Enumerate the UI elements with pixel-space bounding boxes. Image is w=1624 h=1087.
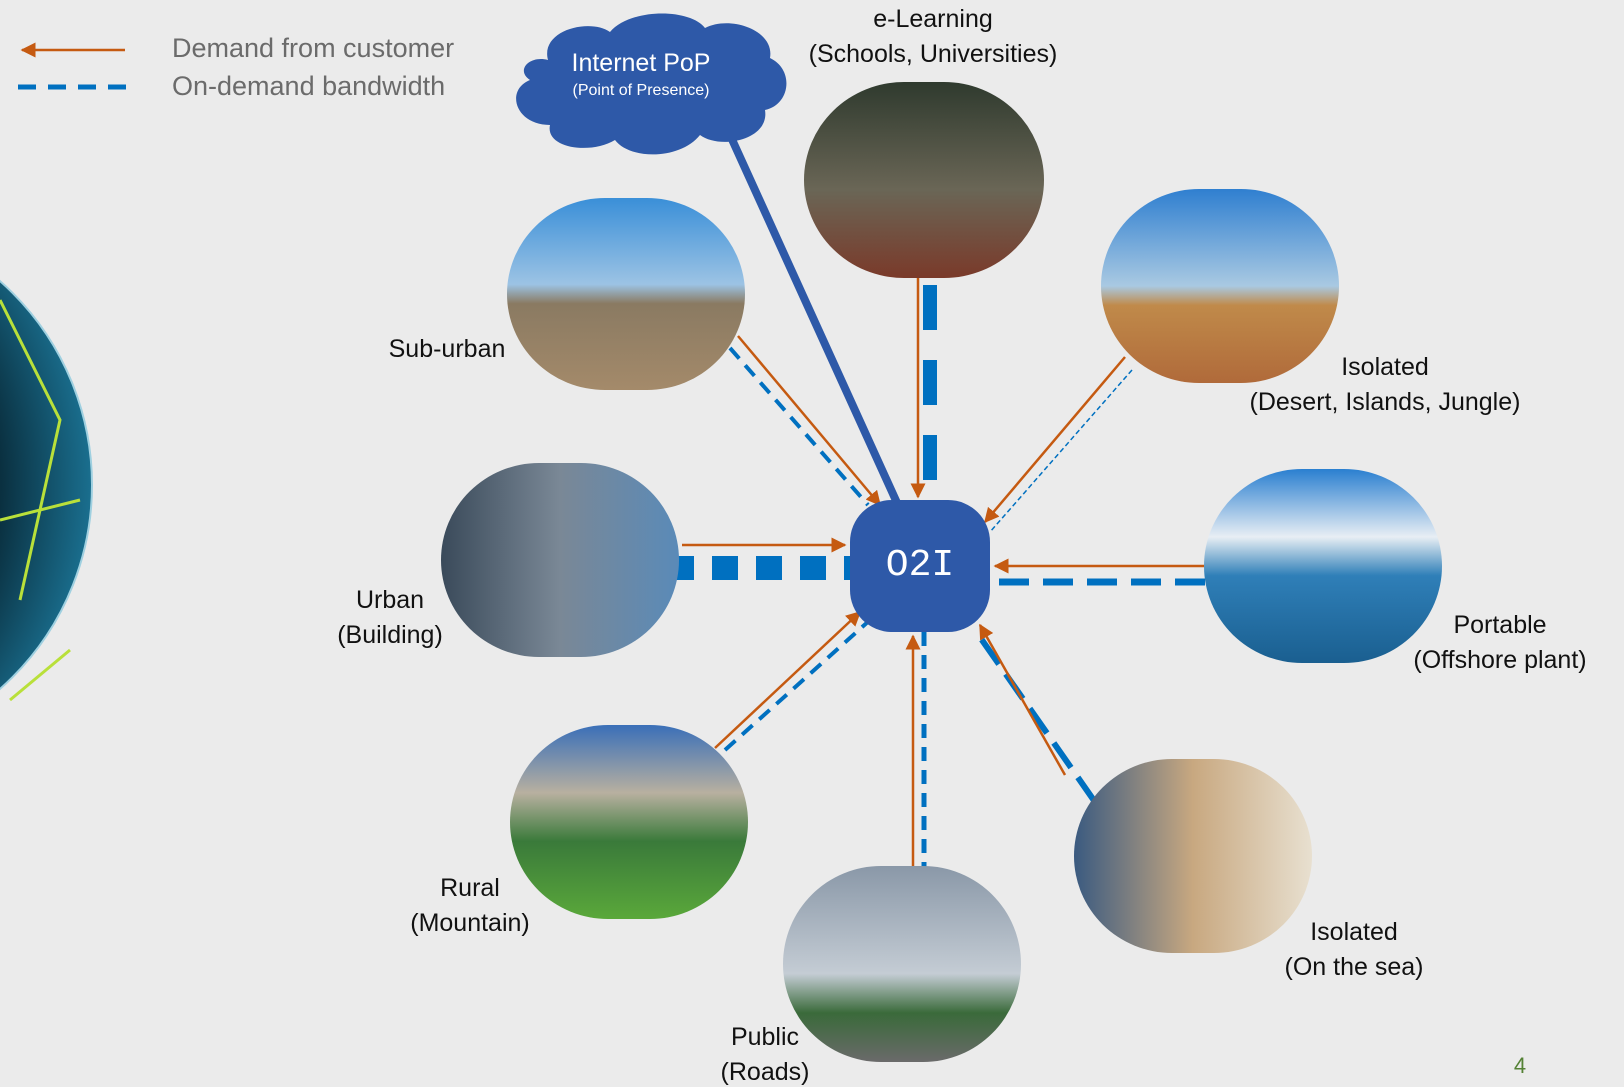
cloud-subtitle: (Point of Presence) <box>573 82 710 99</box>
node-label: Isolated <box>1341 353 1429 381</box>
node-label: Sub-urban <box>389 335 506 363</box>
legend-label: On-demand bandwidth <box>172 71 445 101</box>
node-sublabel: (On the sea) <box>1285 953 1424 981</box>
node-sublabel: (Building) <box>337 621 443 649</box>
node-sublabel: (Schools, Universities) <box>809 40 1058 68</box>
node-label: Rural <box>440 874 500 902</box>
node-sublabel: (Mountain) <box>410 909 530 937</box>
node-label: Public <box>731 1023 799 1051</box>
cloud-title: Internet PoP <box>572 49 711 77</box>
node-label: e-Learning <box>873 5 993 33</box>
node-label: Portable <box>1453 611 1546 639</box>
page-number: 4 <box>1514 1053 1526 1078</box>
node-label: Urban <box>356 586 424 614</box>
node-sublabel: (Roads) <box>721 1058 810 1086</box>
node-sublabel: (Desert, Islands, Jungle) <box>1250 388 1521 416</box>
node-label: Isolated <box>1310 918 1398 946</box>
center-label: O2I <box>886 544 954 587</box>
legend-label: Demand from customer <box>172 33 454 63</box>
slide: Demand from customer On-demand bandwidth… <box>0 0 1624 1087</box>
node-sublabel: (Offshore plant) <box>1413 646 1586 674</box>
